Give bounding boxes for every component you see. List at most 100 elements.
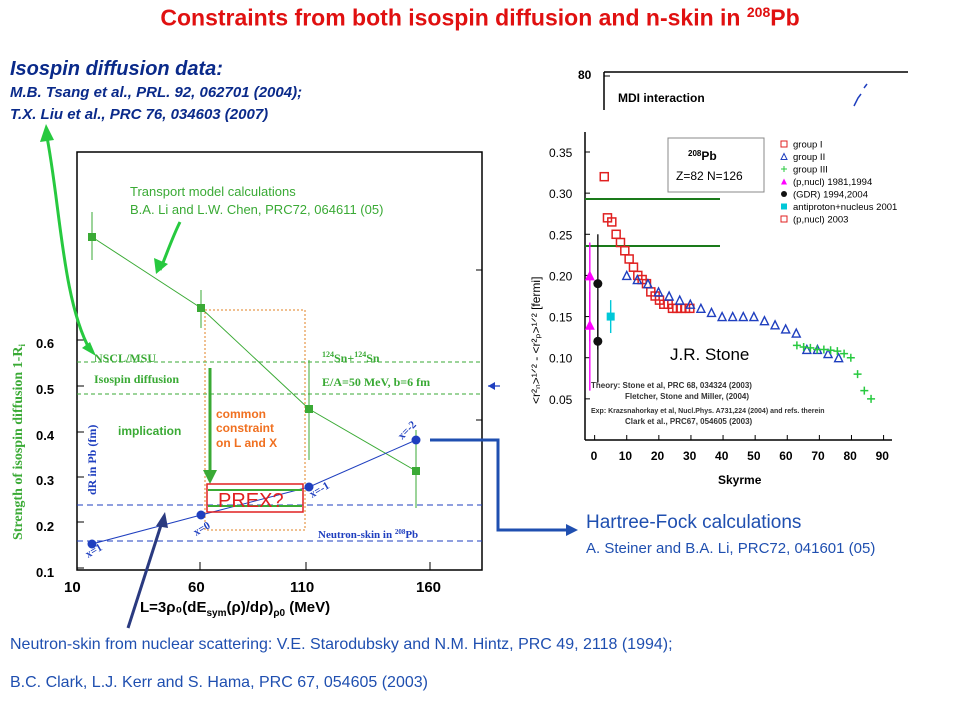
legend-marker (781, 203, 787, 210)
nucleus-zn: Z=82 N=126 (676, 169, 743, 183)
x-axis-label: L=3ρ₀(dEsym(ρ)/dρ)ρ0 (MeV) (140, 599, 330, 619)
skyrme-x-tick: 40 (715, 449, 729, 463)
group-i-point (599, 171, 610, 182)
plot-frame (76, 151, 483, 571)
group-iii-point (867, 394, 876, 403)
nscl-label: NSCL/MSU (94, 351, 156, 365)
isospin-diffusion-plot: 0.1 0.2 0.3 0.4 0.5 0.6 10 60 110 160 L=… (11, 151, 500, 619)
skyrme-y-tick: 0.25 (549, 228, 573, 242)
on-l-and-x-label: on L and X (216, 436, 277, 450)
group-iii-point (806, 343, 815, 352)
group-ii-point (685, 298, 696, 309)
title-text: Constraints from both isospin diffusion … (160, 4, 747, 31)
skyrme-y-tick: 0.35 (549, 146, 573, 160)
y-tick: 0.1 (36, 565, 54, 580)
constraint-label: constraint (216, 421, 274, 435)
skyrme-x-tick: 10 (619, 449, 633, 463)
group-ii-point (801, 343, 812, 355)
group-iii-point (792, 341, 801, 350)
skyrme-y-tick: 0.15 (549, 311, 573, 325)
legend-marker (781, 166, 787, 172)
skyrme-x-label: Skyrme (718, 473, 762, 487)
prex-box (206, 483, 304, 513)
legend-label: (p,nucl) 1981,1994 (793, 177, 872, 188)
legend-marker (780, 140, 788, 148)
group-ii-point (642, 278, 654, 289)
exp-ref-2: Clark et al., PRC67, 054605 (2003) (625, 417, 753, 426)
skyrme-x-tick: 20 (651, 449, 665, 463)
transport-point (88, 233, 96, 241)
legend-marker (780, 152, 788, 160)
mdi-plot-strip: 80 MDI interaction (578, 68, 908, 110)
transport-label-1: Transport model calculations (130, 184, 296, 199)
y-tick: 0.2 (36, 519, 54, 534)
exp-ref-1: Exp: Krazsnahorkay et al, Nucl.Phys. A73… (591, 408, 825, 415)
group-ii-point (833, 352, 844, 363)
nucleus-box (667, 137, 765, 193)
neutron-skin-ref-2: B.C. Clark, L.J. Kerr and S. Hama, PRC 6… (10, 674, 428, 691)
legend-marker (781, 178, 787, 185)
skyrme-y-tick: 0.20 (549, 269, 573, 283)
group-ii-point (748, 311, 760, 322)
y-tick: 0.3 (36, 473, 54, 488)
stone-author: J.R. Stone (670, 345, 749, 364)
nucleus-label: 208Pb (688, 149, 717, 163)
mdi-curve (853, 83, 868, 107)
group-ii-point (759, 315, 770, 326)
group-ii-point (738, 311, 749, 322)
exp-point (584, 319, 595, 330)
skyrme-y-label: <r²ₙ>¹ᐟ² - <r²ₚ>¹ᐟ² [fermi] (529, 277, 543, 404)
group-ii-point (674, 294, 685, 305)
legend-marker (781, 191, 787, 197)
hf-title: Hartree-Fock calculations (586, 512, 802, 533)
energy-label: E/A=50 MeV, b=6 fm (322, 375, 430, 389)
skyrme-x-tick: 80 (843, 449, 857, 463)
reaction-label: 124Sn+124Sn (322, 350, 380, 365)
hf-point (196, 510, 206, 520)
skyrme-y-tick: 0.05 (549, 393, 573, 407)
title-element: Pb (770, 4, 800, 31)
hf-point (304, 482, 314, 492)
y-tick: 0.5 (36, 382, 54, 397)
group-iii-point (826, 346, 835, 355)
legend-label: group I (793, 140, 823, 151)
skyrme-nskin-plot: 0.35 0.30 0.25 0.20 0.15 0.10 0.05 0 10 20 30 40 50… (512, 128, 904, 496)
skyrme-x-tick: 30 (683, 449, 697, 463)
group-ii-point (695, 302, 707, 314)
transport-point (197, 304, 205, 312)
isospin-arrow-head-top (40, 124, 54, 142)
neutron-skin-ref-1: Neutron-skin from nuclear scattering: V.… (10, 636, 673, 653)
group-iii-point (860, 386, 869, 395)
y-axis-label: Strength of isospin diffusion 1-Ri (11, 344, 27, 540)
implication-arrow-head (203, 470, 217, 484)
legend-marker (780, 215, 788, 223)
hf-connector-head (566, 524, 578, 536)
group-ii-point (716, 311, 728, 322)
legend-label: group II (793, 152, 825, 163)
skyrme-x-tick: 70 (811, 449, 825, 463)
title-mass: 208 (746, 4, 771, 20)
exp-point (593, 279, 603, 289)
ref-arrow-head (488, 382, 495, 390)
group-i-point (607, 217, 617, 227)
implication-label: implication (118, 424, 181, 438)
group-ii-point (780, 323, 791, 334)
mdi-y-tick: 80 (578, 68, 592, 82)
y-tick: 0.6 (36, 336, 54, 351)
x-axis-ticks (76, 562, 431, 570)
prex-label: PREX? (218, 490, 284, 512)
y-tick: 0.4 (36, 428, 55, 443)
exp-point (606, 312, 615, 321)
hf-ref: A. Steiner and B.A. Li, PRC72, 041601 (0… (586, 540, 876, 557)
skyrme-y-tick: 0.30 (549, 187, 573, 201)
skyrme-x-tick: 60 (779, 449, 793, 463)
legend-label: group III (793, 165, 828, 176)
x-tick: 60 (188, 579, 205, 596)
exp-point (593, 336, 603, 346)
transport-point (305, 405, 313, 413)
group-ii-point (706, 306, 717, 318)
theory-ref-2: Fletcher, Stone and Miller, (2004) (625, 392, 749, 401)
skyrme-y-ticks: 0.35 0.30 0.25 0.20 0.15 0.10 0.05 (549, 146, 590, 407)
common-label: common (216, 407, 266, 421)
group-ii-point (653, 286, 664, 297)
